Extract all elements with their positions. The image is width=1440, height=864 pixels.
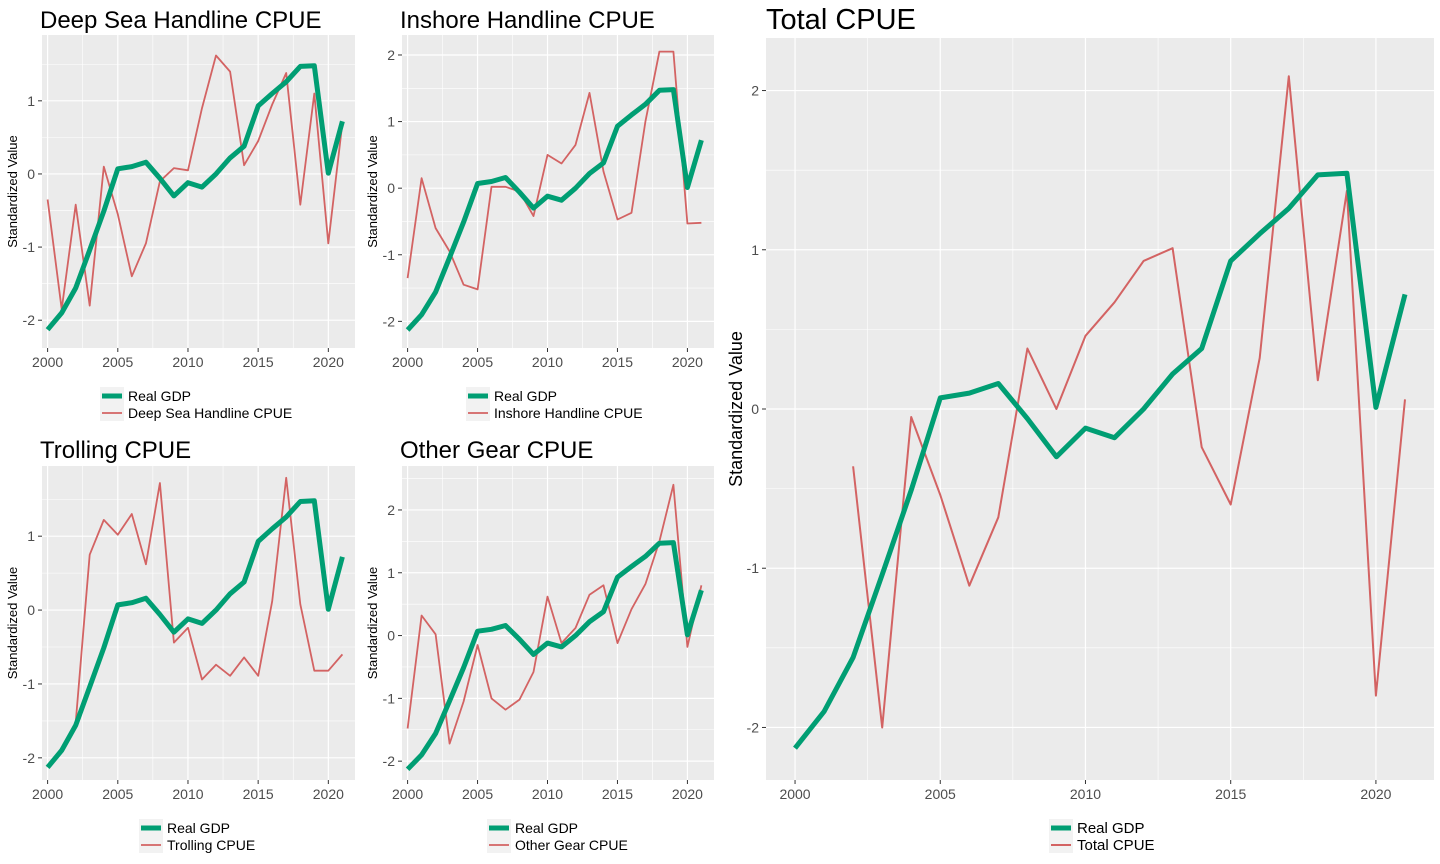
y-tick-label: 1: [27, 528, 35, 544]
series-line-real-gdp: [405, 540, 704, 772]
x-tick-label: 2015: [602, 354, 633, 370]
y-axis-label: Standardized Value: [365, 135, 380, 248]
x-tick-label: 2015: [243, 786, 274, 802]
y-tick-label: -2: [383, 313, 396, 329]
legend-label: Trolling CPUE: [167, 837, 255, 853]
y-tick-label: -1: [23, 676, 36, 692]
y-tick-label: 0: [27, 602, 35, 618]
x-tick-label: 2010: [172, 354, 203, 370]
series-line-real-gdp: [405, 87, 704, 332]
y-tick-label: 1: [751, 242, 759, 258]
y-tick-label: 1: [387, 565, 395, 581]
x-tick-label: 2005: [462, 786, 493, 802]
legend-label: Real GDP: [515, 820, 578, 836]
y-tick-label: -2: [383, 753, 396, 769]
y-tick-label: -1: [23, 239, 36, 255]
chart-title: Total CPUE: [766, 4, 916, 36]
x-tick-label: 2000: [32, 354, 63, 370]
y-axis-label: Standardized Value: [365, 567, 380, 680]
x-tick-label: 2010: [532, 786, 563, 802]
y-axis-label: Standardized Value: [726, 331, 746, 487]
x-tick-label: 2020: [672, 786, 703, 802]
y-tick-label: -1: [383, 247, 396, 263]
y-tick-label: 0: [387, 628, 395, 644]
y-tick-label: 2: [387, 47, 395, 63]
series-line-real-gdp: [45, 63, 345, 332]
x-tick-label: 2000: [392, 786, 423, 802]
y-tick-label: 2: [387, 502, 395, 518]
x-tick-label: 2010: [1070, 786, 1101, 802]
y-tick-label: -2: [23, 312, 36, 328]
plot-panel: [402, 35, 714, 348]
x-tick-label: 2020: [313, 786, 344, 802]
legend-label: Deep Sea Handline CPUE: [128, 405, 292, 421]
y-tick-label: -2: [23, 750, 36, 766]
x-tick-label: 2010: [172, 786, 203, 802]
y-tick-label: 1: [27, 93, 35, 109]
y-axis-label: Standardized Value: [5, 135, 20, 248]
chart-title: Inshore Handline CPUE: [400, 7, 655, 34]
y-tick-label: 2: [751, 83, 759, 99]
x-tick-label: 2000: [32, 786, 63, 802]
x-tick-label: 2015: [243, 354, 274, 370]
x-tick-label: 2005: [925, 786, 956, 802]
chart-title: Other Gear CPUE: [400, 437, 593, 464]
legend-label: Inshore Handline CPUE: [494, 405, 643, 421]
x-tick-label: 2010: [532, 354, 563, 370]
y-tick-label: 1: [387, 114, 395, 130]
legend-label: Other Gear CPUE: [515, 837, 628, 853]
y-tick-label: 0: [27, 166, 35, 182]
x-tick-label: 2005: [462, 354, 493, 370]
y-tick-label: -1: [747, 560, 760, 576]
x-tick-label: 2020: [313, 354, 344, 370]
series-line-real-gdp: [45, 498, 345, 769]
y-tick-label: 0: [751, 401, 759, 417]
legend-label: Real GDP: [494, 388, 557, 404]
series-line-cpue: [852, 75, 1406, 729]
x-tick-label: 2005: [102, 354, 133, 370]
chart-title: Trolling CPUE: [40, 437, 191, 464]
y-tick-label: -2: [747, 719, 760, 735]
x-tick-label: 2000: [392, 354, 423, 370]
legend-label: Real GDP: [167, 820, 230, 836]
legend-label: Real GDP: [128, 388, 191, 404]
series-line-cpue: [74, 476, 344, 723]
series-line-cpue: [406, 50, 702, 291]
y-axis-label: Standardized Value: [5, 567, 20, 680]
x-tick-label: 2020: [672, 354, 703, 370]
x-tick-label: 2005: [102, 786, 133, 802]
series-line-cpue: [406, 483, 703, 745]
x-tick-label: 2020: [1360, 786, 1391, 802]
y-tick-label: -1: [383, 690, 396, 706]
x-tick-label: 2015: [1215, 786, 1246, 802]
x-tick-label: 2015: [602, 786, 633, 802]
series-line-real-gdp: [793, 170, 1408, 750]
y-tick-label: 0: [387, 180, 395, 196]
legend-label: Total CPUE: [1077, 837, 1155, 854]
chart-title: Deep Sea Handline CPUE: [40, 7, 322, 34]
legend-label: Real GDP: [1077, 820, 1145, 837]
x-tick-label: 2000: [779, 786, 810, 802]
